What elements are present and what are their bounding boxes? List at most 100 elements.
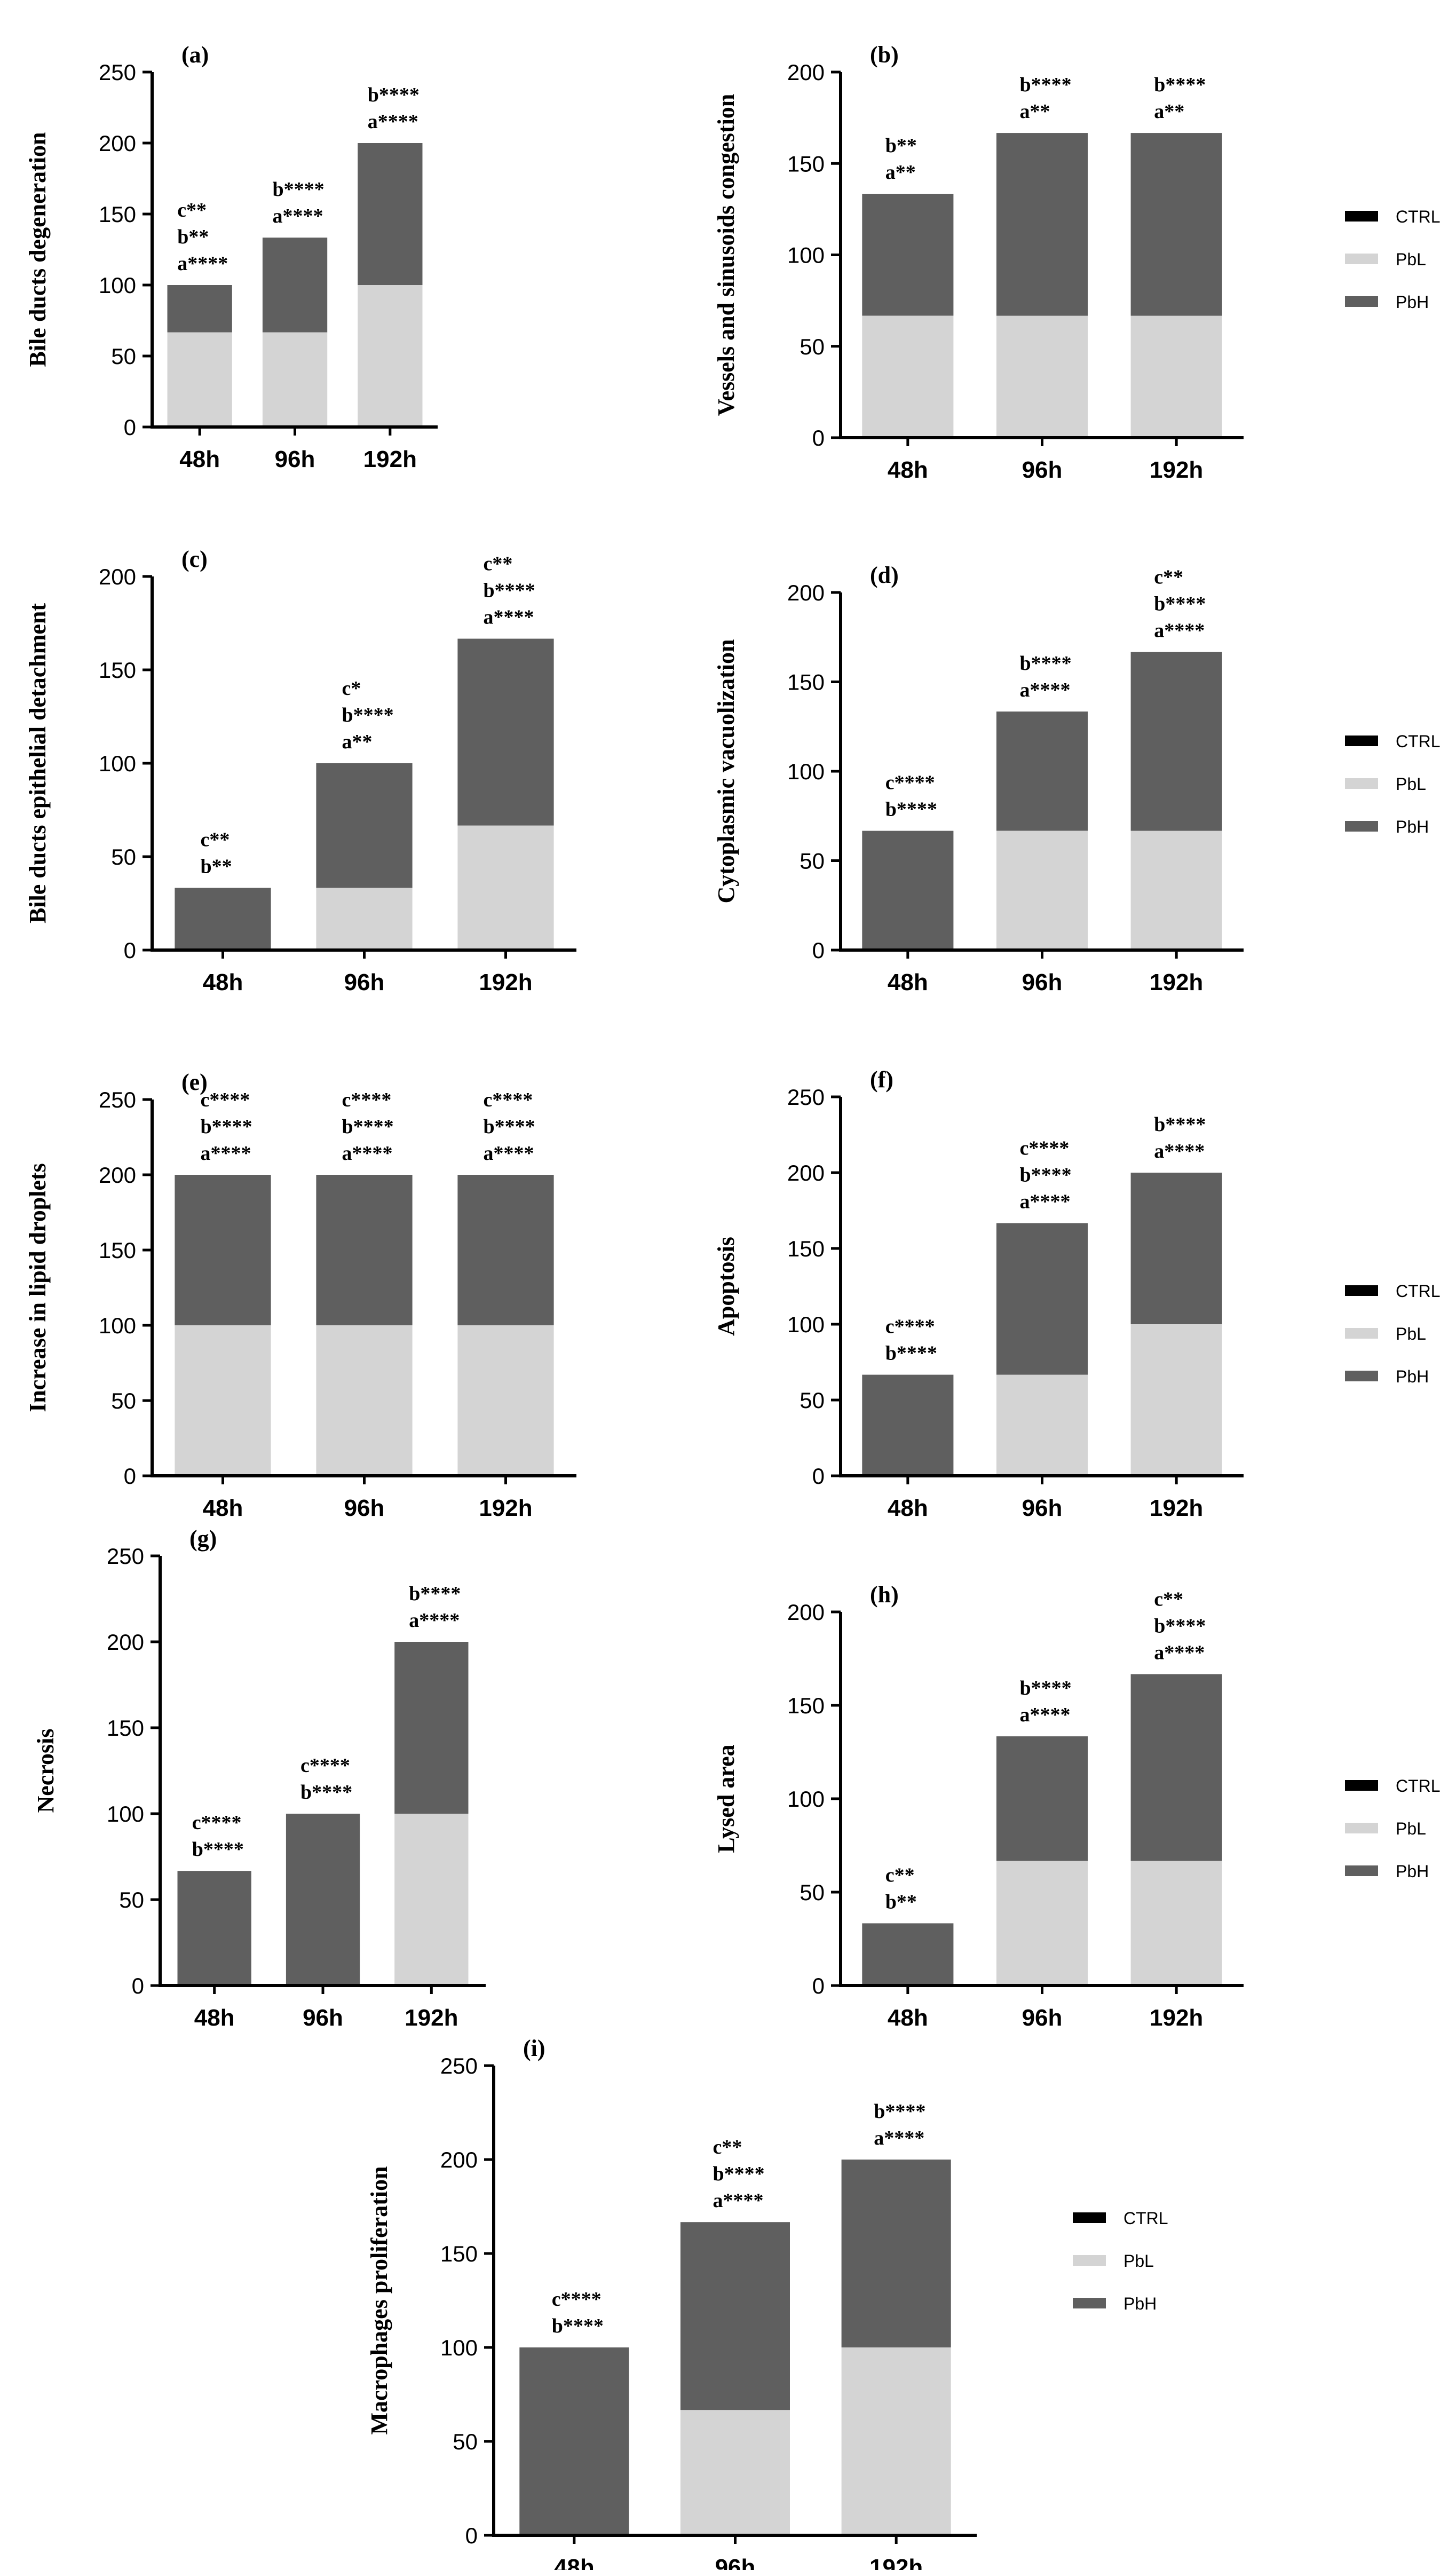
y-tick-label: 250 xyxy=(107,1544,144,1569)
x-tick-label: 192h xyxy=(1150,969,1203,995)
y-tick-label: 200 xyxy=(440,2147,478,2172)
y-tick-label: 250 xyxy=(440,2053,478,2078)
y-tick-label: 150 xyxy=(787,670,825,695)
significance-annotation: b**** xyxy=(273,178,325,201)
significance-annotation: a**** xyxy=(874,2127,924,2149)
y-axis-title: Bile ducts degeneration xyxy=(25,132,51,367)
legend-swatch xyxy=(1345,1865,1378,1876)
y-tick-label: 150 xyxy=(787,1693,825,1718)
bar-segment-pbl xyxy=(862,315,954,438)
x-tick-label: 192h xyxy=(1150,457,1203,483)
significance-annotation: b**** xyxy=(1020,74,1072,96)
significance-annotation: b**** xyxy=(342,1116,394,1138)
y-tick-label: 50 xyxy=(453,2429,478,2454)
significance-annotation: a**** xyxy=(177,252,228,275)
significance-annotation: c**** xyxy=(484,1089,533,1111)
bar-segment-pbh xyxy=(1130,133,1222,316)
legend-label: CTRL xyxy=(1396,732,1441,751)
significance-annotation: a**** xyxy=(409,1609,460,1632)
x-tick-label: 48h xyxy=(194,2005,235,2031)
significance-annotation: a**** xyxy=(484,606,534,629)
y-tick-label: 0 xyxy=(124,415,136,440)
significance-annotation: b** xyxy=(885,1891,917,1913)
y-tick-label: 100 xyxy=(787,759,825,784)
y-tick-label: 50 xyxy=(800,1388,825,1413)
legend-swatch xyxy=(1345,778,1378,789)
bar-segment-pbh xyxy=(862,1923,954,1986)
significance-annotation: b**** xyxy=(1154,1615,1206,1638)
significance-annotation: b**** xyxy=(192,1838,244,1861)
y-tick-label: 0 xyxy=(812,1973,825,1998)
significance-annotation: b**** xyxy=(713,2163,765,2185)
significance-annotation: b**** xyxy=(1154,74,1206,96)
panel-label: (f) xyxy=(870,1066,893,1093)
y-tick-label: 100 xyxy=(99,1313,136,1338)
bar-segment-pbl xyxy=(316,888,413,950)
legend-label: PbH xyxy=(1396,817,1429,836)
bar-segment-pbl xyxy=(358,285,423,427)
significance-annotation: b** xyxy=(885,135,917,157)
significance-annotation: c**** xyxy=(885,1316,935,1338)
y-tick-label: 250 xyxy=(787,1085,825,1110)
y-tick-label: 200 xyxy=(787,1160,825,1185)
y-tick-label: 0 xyxy=(812,425,825,450)
bar-segment-pbh xyxy=(862,831,954,950)
chart-panel: c** b** 48h c* b**** a** 96h c** b**** a**** 192h 0… xyxy=(25,546,576,995)
bar-segment-pbh xyxy=(175,1175,271,1325)
legend-label: PbL xyxy=(1396,1324,1426,1343)
legend-label: PbH xyxy=(1396,1862,1429,1881)
legend-swatch xyxy=(1345,1371,1378,1381)
y-tick-label: 150 xyxy=(440,2241,478,2266)
y-tick-label: 150 xyxy=(99,202,136,227)
chart-panel: c** b** a**** 48h b**** a**** 96h b**** a**** 192… xyxy=(25,42,438,472)
significance-annotation: b**** xyxy=(885,1342,937,1365)
x-tick-label: 192h xyxy=(869,2555,923,2570)
bar-segment-pbh xyxy=(394,1642,469,1814)
x-tick-label: 96h xyxy=(1022,969,1063,995)
significance-annotation: a** xyxy=(1154,100,1184,123)
significance-annotation: a**** xyxy=(1020,679,1071,701)
bar-segment-pbh xyxy=(862,1374,954,1476)
bar-segment-pbh xyxy=(1130,1173,1222,1324)
significance-annotation: a**** xyxy=(1020,1191,1071,1213)
y-tick-label: 0 xyxy=(132,1973,144,1998)
y-tick-label: 50 xyxy=(800,1880,825,1905)
significance-annotation: c**** xyxy=(885,772,935,794)
y-tick-label: 200 xyxy=(99,564,136,589)
y-tick-label: 250 xyxy=(99,1087,136,1112)
significance-annotation: c* xyxy=(342,677,361,700)
bar-segment-pbl xyxy=(996,1861,1088,1986)
bar-segment-pbl xyxy=(262,332,328,427)
y-tick-label: 150 xyxy=(99,1238,136,1263)
significance-annotation: c**** xyxy=(552,2288,602,2311)
legend-swatch xyxy=(1345,1823,1378,1833)
y-tick-label: 150 xyxy=(99,658,136,683)
legend: CTRL PbL PbH xyxy=(1073,2209,1168,2313)
bar-segment-pbh xyxy=(841,2160,951,2347)
y-tick-label: 250 xyxy=(99,60,136,85)
significance-annotation: c**** xyxy=(300,1754,350,1777)
x-tick-label: 48h xyxy=(888,457,928,483)
significance-annotation: b**** xyxy=(368,84,420,106)
legend-swatch xyxy=(1073,2298,1106,2308)
significance-annotation: b**** xyxy=(1020,1164,1072,1187)
bar-segment-pbl xyxy=(680,2410,790,2535)
significance-annotation: c** xyxy=(885,1864,915,1886)
legend-label: CTRL xyxy=(1396,1776,1441,1796)
x-tick-label: 192h xyxy=(363,446,417,472)
significance-annotation: b**** xyxy=(552,2315,604,2337)
y-tick-label: 100 xyxy=(99,273,136,298)
bar-segment-pbh xyxy=(1130,652,1222,831)
x-tick-label: 96h xyxy=(344,969,385,995)
legend: CTRL PbL PbH xyxy=(1345,207,1441,312)
y-tick-label: 100 xyxy=(107,1801,144,1826)
legend-swatch xyxy=(1345,254,1378,264)
x-tick-label: 48h xyxy=(554,2555,595,2570)
y-axis-title: Increase in lipid droplets xyxy=(25,1163,51,1412)
x-tick-label: 96h xyxy=(1022,1495,1063,1521)
legend-swatch xyxy=(1345,1780,1378,1791)
y-axis-title: Bile ducts epithelial detachment xyxy=(25,603,51,923)
bar-segment-pbh xyxy=(996,1223,1088,1375)
bar-segment-pbh xyxy=(457,1175,554,1325)
y-tick-label: 0 xyxy=(465,2523,478,2548)
